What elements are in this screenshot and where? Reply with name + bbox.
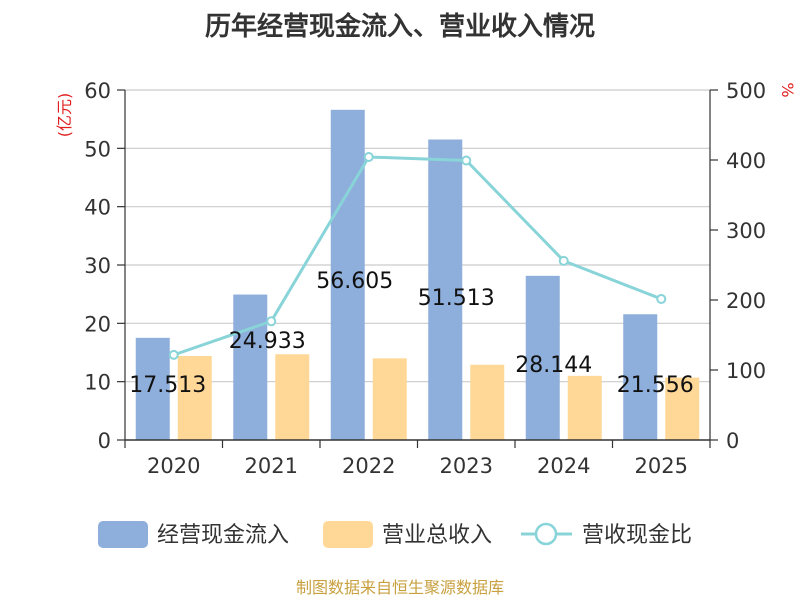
line-point bbox=[656, 293, 667, 304]
bar-cash-inflow bbox=[135, 337, 170, 440]
bar-revenue bbox=[275, 354, 310, 440]
y-tick-label-left: 10 bbox=[84, 371, 111, 395]
data-label: 56.605 bbox=[316, 269, 393, 294]
bar-revenue bbox=[372, 358, 407, 440]
y-tick-label-right: 200 bbox=[726, 289, 766, 313]
bar-cash-inflow bbox=[330, 109, 365, 440]
bar-revenue bbox=[470, 364, 505, 440]
y-tick-label-left: 30 bbox=[84, 254, 111, 278]
line-point bbox=[461, 155, 472, 166]
line-point bbox=[558, 255, 569, 266]
line-cash-ratio bbox=[173, 155, 662, 357]
x-tick-label: 2025 bbox=[635, 454, 688, 478]
y-tick-label-right: 500 bbox=[726, 79, 766, 103]
bar-cash-inflow bbox=[623, 314, 658, 440]
bar-cash-inflow bbox=[525, 275, 560, 440]
legend-swatch-revenue bbox=[323, 521, 373, 548]
y-tick-label-left: 50 bbox=[84, 137, 111, 161]
bar-cash-inflow bbox=[233, 294, 268, 440]
y-tick-label-right: 300 bbox=[726, 219, 766, 243]
bar-revenue bbox=[567, 375, 602, 440]
data-label: 28.144 bbox=[515, 353, 592, 378]
legend-label: 营收现金比 bbox=[582, 523, 692, 548]
bar-revenue bbox=[177, 356, 212, 440]
y-tick-label-right: 400 bbox=[726, 149, 766, 173]
y-tick-label-left: 60 bbox=[84, 79, 111, 103]
data-label: 21.556 bbox=[617, 373, 694, 398]
bar-cash-inflow bbox=[428, 139, 463, 440]
line-point bbox=[266, 316, 277, 327]
legend-swatch-cash-inflow bbox=[98, 521, 148, 548]
x-tick-label: 2023 bbox=[440, 454, 493, 478]
x-tick-label: 2020 bbox=[147, 454, 200, 478]
data-label: 17.513 bbox=[129, 373, 206, 398]
y-axis-label-left: (亿元) bbox=[55, 93, 74, 138]
legend-label: 营业总收入 bbox=[382, 523, 492, 548]
x-tick-label: 2024 bbox=[537, 454, 590, 478]
legend-marker-cash-ratio bbox=[534, 522, 558, 546]
y-tick-label-right: 100 bbox=[726, 359, 766, 383]
data-label: 51.513 bbox=[418, 286, 495, 311]
line-point bbox=[168, 349, 179, 360]
legend-label: 经营现金流入 bbox=[157, 523, 289, 548]
chart-title: 历年经营现金流入、营业收入情况 bbox=[204, 12, 595, 42]
y-tick-label-left: 0 bbox=[98, 429, 111, 453]
x-tick-label: 2021 bbox=[245, 454, 298, 478]
data-label: 24.933 bbox=[229, 329, 306, 354]
y-tick-label-left: 40 bbox=[84, 196, 111, 220]
bar-revenue bbox=[665, 377, 700, 440]
source-note: 制图数据来自恒生聚源数据库 bbox=[295, 578, 504, 597]
y-axis-label-right: % bbox=[778, 82, 797, 97]
line-point bbox=[363, 151, 374, 162]
y-tick-label-left: 20 bbox=[84, 312, 111, 336]
x-tick-label: 2022 bbox=[342, 454, 395, 478]
y-tick-label-right: 0 bbox=[726, 429, 739, 453]
